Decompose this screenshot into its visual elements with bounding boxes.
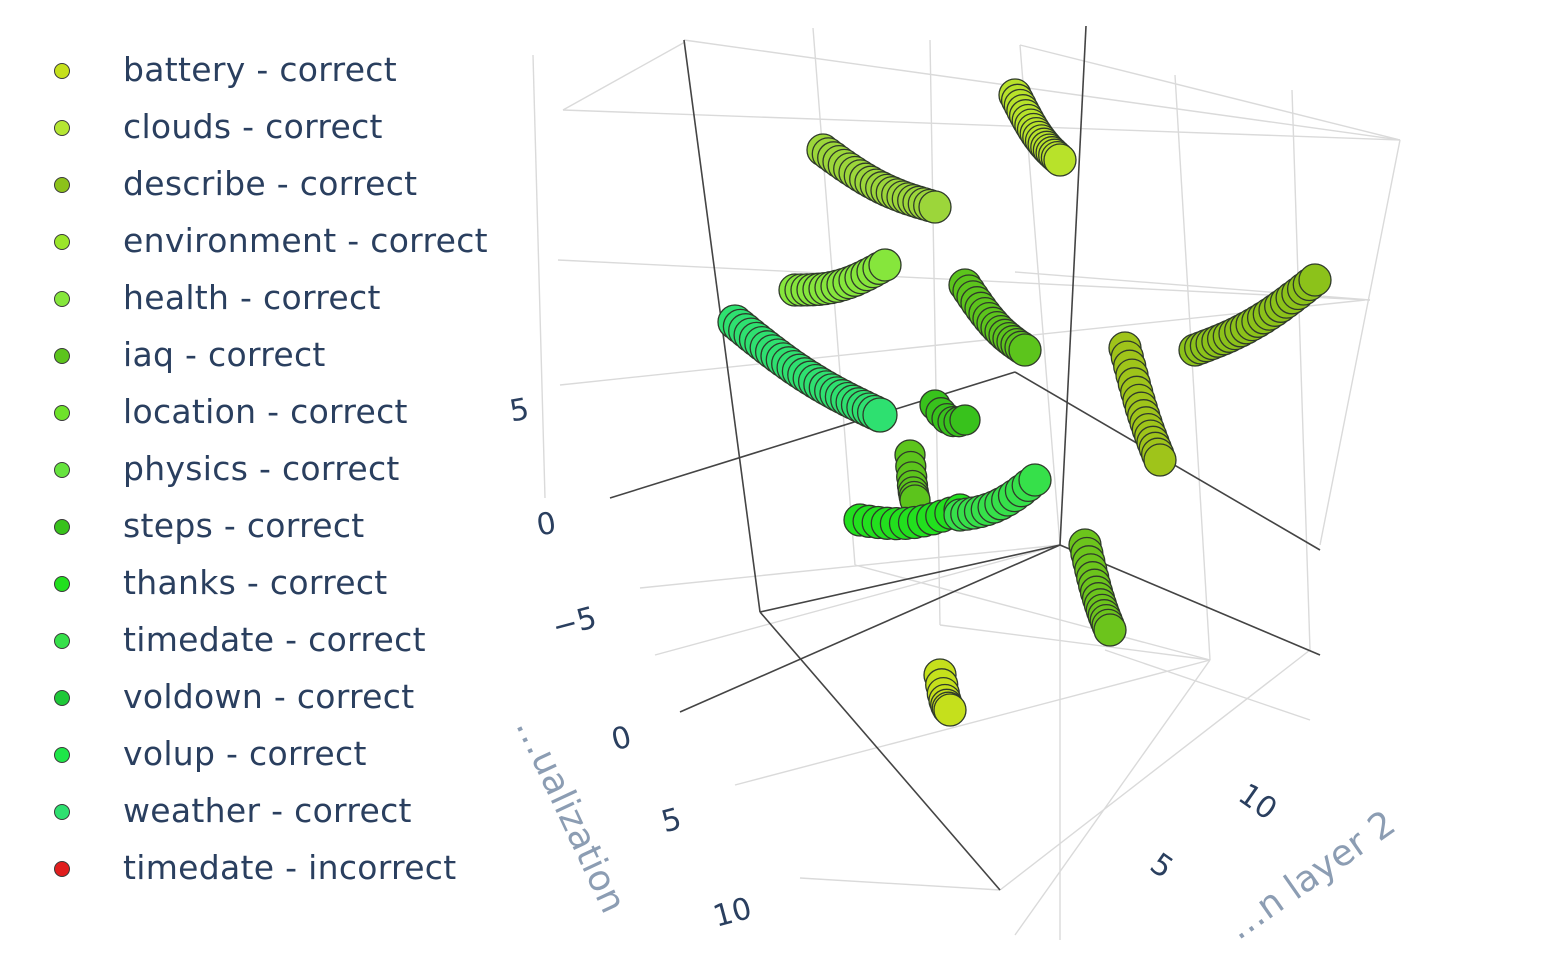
legend-item[interactable]: voldown - correct (0, 669, 510, 726)
axis-line (1059, 25, 1087, 546)
grid-line (1319, 139, 1401, 546)
grid-line (683, 39, 1401, 141)
data-point (868, 248, 902, 282)
legend-label: timedate - incorrect (123, 848, 457, 887)
legend-label: weather - correct (123, 791, 412, 830)
grid-line (999, 649, 1311, 891)
x-tick-label: 5 (658, 801, 686, 840)
data-point (1008, 333, 1042, 367)
grid-line (532, 54, 546, 499)
x-tick-label: 0 (608, 719, 636, 758)
data-points (717, 78, 1332, 727)
legend-item[interactable]: timedate - incorrect (0, 840, 510, 897)
legend-label: volup - correct (123, 734, 367, 773)
legend-item[interactable]: battery - correct (0, 42, 510, 99)
legend-label: describe - correct (123, 164, 418, 203)
legend-marker (54, 234, 70, 250)
y-tick-label: 5 (1144, 846, 1180, 886)
data-point (1093, 613, 1127, 647)
legend-label: clouds - correct (123, 107, 383, 146)
legend-label: thanks - correct (123, 563, 388, 602)
legend-item[interactable]: physics - correct (0, 441, 510, 498)
legend-marker (54, 348, 70, 364)
legend-marker (54, 120, 70, 136)
data-point (1298, 263, 1332, 297)
data-point (933, 693, 967, 727)
legend-label: location - correct (123, 392, 408, 431)
grid-line (929, 39, 941, 626)
axis-lines (609, 25, 1321, 891)
data-point (862, 397, 898, 433)
grid-line (1174, 74, 1211, 661)
legend-marker (54, 291, 70, 307)
grid-line (799, 877, 1001, 891)
axis-line (609, 371, 1016, 499)
legend-marker (54, 804, 70, 820)
grid-line (559, 299, 1366, 386)
legend-item[interactable]: clouds - correct (0, 99, 510, 156)
axis-line (759, 544, 1061, 613)
grid-line (1104, 649, 1311, 721)
grid-line (562, 41, 686, 111)
z-tick-label: 0 (534, 506, 559, 544)
legend-marker (54, 747, 70, 763)
grid-line (639, 544, 1061, 589)
grid-line (854, 564, 1211, 661)
z-tick-label: −5 (549, 600, 601, 645)
legend-label: health - correct (123, 278, 381, 317)
legend-item[interactable]: health - correct (0, 270, 510, 327)
legend-marker (54, 462, 70, 478)
legend-item[interactable]: location - correct (0, 384, 510, 441)
legend-marker (54, 63, 70, 79)
grid-line (562, 109, 1401, 141)
legend-marker (54, 519, 70, 535)
legend-label: battery - correct (123, 50, 397, 89)
data-point (918, 190, 952, 224)
legend-label: steps - correct (123, 506, 365, 545)
data-point (1043, 143, 1077, 177)
data-point (949, 404, 981, 436)
legend-item[interactable]: steps - correct (0, 498, 510, 555)
legend-label: iaq - correct (123, 335, 326, 374)
grid-line (654, 544, 1061, 656)
z-tick-label: 5 (507, 392, 532, 430)
data-point (1143, 443, 1177, 477)
legend-label: voldown - correct (123, 677, 415, 716)
data-point (1018, 463, 1052, 497)
grid-line (939, 624, 1211, 661)
axis-line (679, 544, 1061, 713)
legend-item[interactable]: describe - correct (0, 156, 510, 213)
legend-label: environment - correct (123, 221, 488, 260)
y-axis-title: …n layer 2 (1220, 803, 1403, 948)
legend-item[interactable]: timedate - correct (0, 612, 510, 669)
legend-marker (54, 405, 70, 421)
legend-marker (54, 690, 70, 706)
grid-line (734, 659, 1211, 786)
legend: battery - correct clouds - correct describ… (0, 0, 510, 978)
legend-marker (54, 633, 70, 649)
axis-line (759, 611, 1001, 891)
grid-line (1014, 659, 1211, 936)
grid-line (1019, 44, 1401, 141)
axis-titles: …ualization …n layer 2 (507, 711, 1403, 948)
legend-item[interactable]: iaq - correct (0, 327, 510, 384)
legend-label: physics - correct (123, 449, 400, 488)
legend-item[interactable]: volup - correct (0, 726, 510, 783)
legend-marker (54, 576, 70, 592)
legend-item[interactable]: weather - correct (0, 783, 510, 840)
grid-line (1291, 89, 1311, 651)
legend-label: timedate - correct (123, 620, 426, 659)
legend-marker (54, 177, 70, 193)
legend-item[interactable]: environment - correct (0, 213, 510, 270)
x-tick-label: 10 (710, 891, 756, 935)
legend-item[interactable]: thanks - correct (0, 555, 510, 612)
legend-marker (54, 861, 70, 877)
y-tick-label: 10 (1232, 777, 1283, 828)
